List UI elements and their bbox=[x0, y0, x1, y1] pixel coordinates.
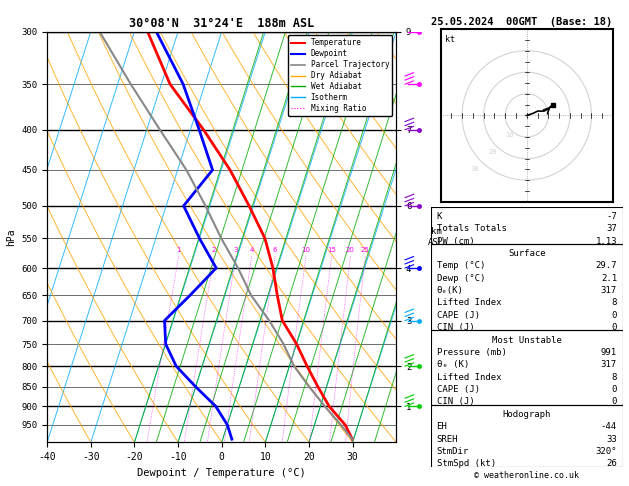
Text: 10: 10 bbox=[301, 247, 311, 253]
Text: Surface: Surface bbox=[508, 249, 545, 258]
Text: 991: 991 bbox=[601, 348, 617, 357]
Text: Totals Totals: Totals Totals bbox=[437, 224, 506, 233]
Text: 8: 8 bbox=[611, 298, 617, 308]
Text: SREH: SREH bbox=[437, 434, 458, 444]
Text: K: K bbox=[437, 212, 442, 221]
Text: EH: EH bbox=[437, 422, 447, 431]
Text: 2: 2 bbox=[212, 247, 216, 253]
Text: Temp (°C): Temp (°C) bbox=[437, 261, 485, 270]
Text: 6: 6 bbox=[273, 247, 277, 253]
Legend: Temperature, Dewpoint, Parcel Trajectory, Dry Adiabat, Wet Adiabat, Isotherm, Mi: Temperature, Dewpoint, Parcel Trajectory… bbox=[288, 35, 392, 116]
Text: © weatheronline.co.uk: © weatheronline.co.uk bbox=[474, 471, 579, 480]
Text: kt: kt bbox=[445, 35, 455, 44]
Text: Lifted Index: Lifted Index bbox=[437, 298, 501, 308]
Title: 30°08'N  31°24'E  188m ASL: 30°08'N 31°24'E 188m ASL bbox=[129, 17, 314, 31]
Text: 20: 20 bbox=[488, 149, 496, 155]
Text: Lifted Index: Lifted Index bbox=[437, 373, 501, 382]
Text: StmSpd (kt): StmSpd (kt) bbox=[437, 459, 496, 469]
Text: θₑ(K): θₑ(K) bbox=[437, 286, 464, 295]
Text: CAPE (J): CAPE (J) bbox=[437, 385, 480, 394]
Text: 26: 26 bbox=[606, 459, 617, 469]
Text: 320°: 320° bbox=[596, 447, 617, 456]
Text: 30: 30 bbox=[470, 167, 479, 173]
Text: CAPE (J): CAPE (J) bbox=[437, 311, 480, 320]
Text: 0: 0 bbox=[611, 398, 617, 406]
Text: 317: 317 bbox=[601, 286, 617, 295]
Text: 1.13: 1.13 bbox=[596, 237, 617, 245]
Text: 0: 0 bbox=[611, 311, 617, 320]
Text: 2.1: 2.1 bbox=[601, 274, 617, 283]
Text: CIN (J): CIN (J) bbox=[437, 398, 474, 406]
Text: 25: 25 bbox=[361, 247, 370, 253]
Text: 0: 0 bbox=[611, 323, 617, 332]
Text: -7: -7 bbox=[606, 212, 617, 221]
Text: 8: 8 bbox=[611, 373, 617, 382]
Text: CIN (J): CIN (J) bbox=[437, 323, 474, 332]
Text: Hodograph: Hodograph bbox=[503, 410, 551, 419]
Text: 33: 33 bbox=[606, 434, 617, 444]
Y-axis label: hPa: hPa bbox=[6, 228, 16, 246]
Text: 317: 317 bbox=[601, 360, 617, 369]
Text: 15: 15 bbox=[327, 247, 336, 253]
Y-axis label: km
ASL: km ASL bbox=[428, 227, 445, 246]
Text: 0: 0 bbox=[611, 385, 617, 394]
Text: -44: -44 bbox=[601, 422, 617, 431]
Text: 4: 4 bbox=[250, 247, 254, 253]
Text: Dewp (°C): Dewp (°C) bbox=[437, 274, 485, 283]
Text: PW (cm): PW (cm) bbox=[437, 237, 474, 245]
Text: Pressure (mb): Pressure (mb) bbox=[437, 348, 506, 357]
Text: θₑ (K): θₑ (K) bbox=[437, 360, 469, 369]
Text: 10: 10 bbox=[505, 132, 514, 138]
Text: 25.05.2024  00GMT  (Base: 18): 25.05.2024 00GMT (Base: 18) bbox=[431, 17, 612, 27]
Text: 37: 37 bbox=[606, 224, 617, 233]
Text: Most Unstable: Most Unstable bbox=[492, 335, 562, 345]
X-axis label: Dewpoint / Temperature (°C): Dewpoint / Temperature (°C) bbox=[137, 468, 306, 478]
Text: 1: 1 bbox=[177, 247, 181, 253]
Text: 20: 20 bbox=[346, 247, 355, 253]
Text: 3: 3 bbox=[233, 247, 238, 253]
Text: StmDir: StmDir bbox=[437, 447, 469, 456]
Text: 29.7: 29.7 bbox=[596, 261, 617, 270]
